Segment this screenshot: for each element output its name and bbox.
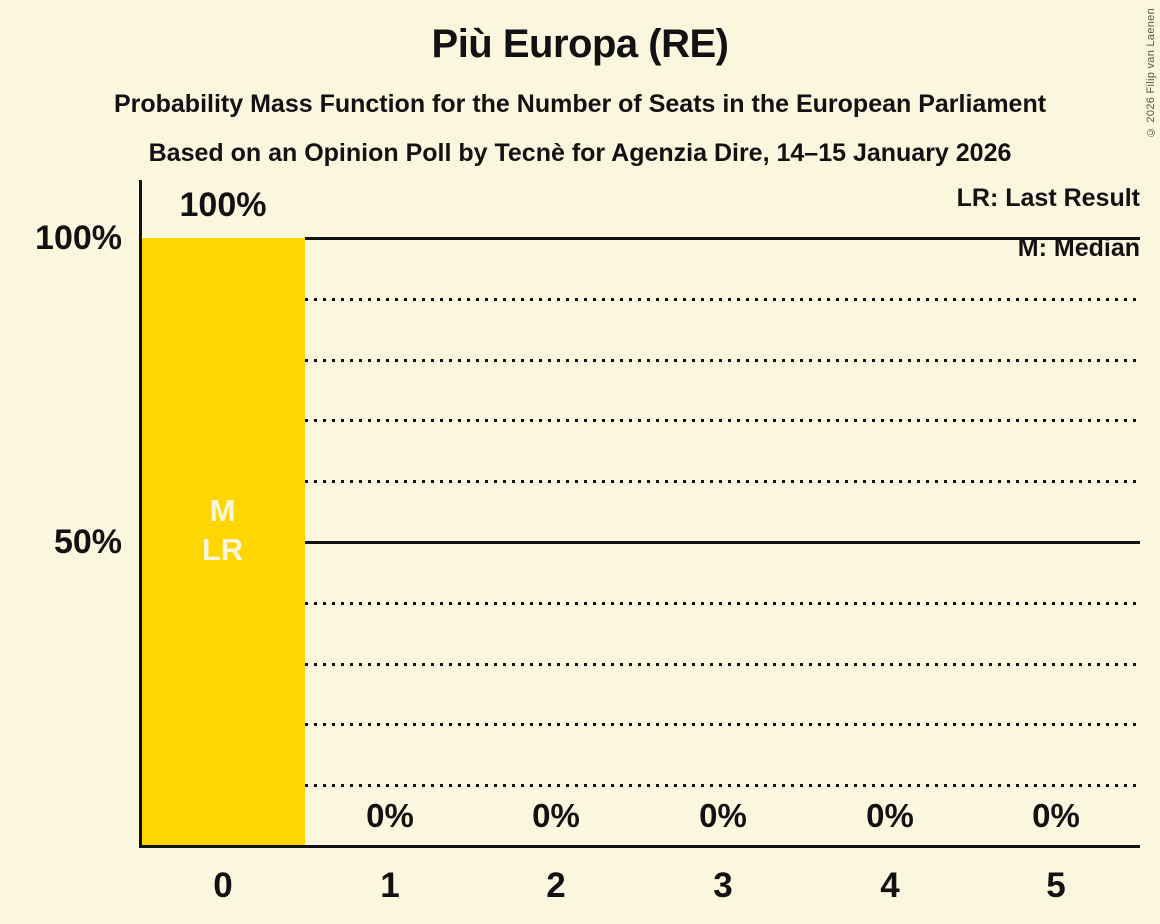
gridline-40pct	[305, 602, 1140, 605]
y-axis-label-100: 100%	[35, 219, 122, 257]
bar-value-label-seat-3: 0%	[699, 797, 747, 834]
gridline-100pct	[305, 237, 1140, 240]
legend-last-result: LR: Last Result	[956, 184, 1140, 212]
gridline-30pct	[305, 663, 1140, 666]
chart-source-line: Based on an Opinion Poll by Tecnè for Ag…	[148, 139, 1012, 167]
x-tick-1: 1	[380, 866, 400, 905]
x-tick-5: 5	[1046, 866, 1066, 905]
median-last-result-markers: M LR	[140, 491, 305, 569]
copyright-notice: © 2026 Filip van Laenen	[1145, 8, 1157, 139]
median-marker: M	[209, 493, 236, 528]
bar-value-label-seat-4: 0%	[866, 797, 914, 834]
x-tick-3: 3	[713, 866, 733, 905]
gridline-10pct	[305, 784, 1140, 787]
gridline-60pct	[305, 480, 1140, 483]
gridline-20pct	[305, 723, 1140, 726]
x-axis-line	[139, 845, 1140, 848]
chart-subtitle: Probability Mass Function for the Number…	[113, 90, 1047, 118]
bar-seat-0	[140, 238, 305, 846]
x-tick-2: 2	[546, 866, 566, 905]
bar-value-label-seat-2: 0%	[532, 797, 580, 834]
bar-value-label-seat-5: 0%	[1032, 797, 1080, 834]
y-axis-label-50: 50%	[53, 523, 122, 561]
x-tick-0: 0	[213, 866, 233, 905]
gridline-70pct	[305, 419, 1140, 422]
gridline-80pct	[305, 359, 1140, 362]
bar-value-label-seat-0: 100%	[179, 186, 267, 224]
x-tick-4: 4	[880, 866, 900, 905]
y-axis-line	[139, 180, 142, 846]
legend-median: M: Median	[1017, 234, 1140, 262]
chart-title: Più Europa (RE)	[431, 22, 729, 66]
gridline-90pct	[305, 298, 1140, 301]
gridline-50pct	[305, 541, 1140, 544]
last-result-marker: LR	[201, 532, 244, 567]
bar-value-label-seat-1: 0%	[366, 797, 414, 834]
